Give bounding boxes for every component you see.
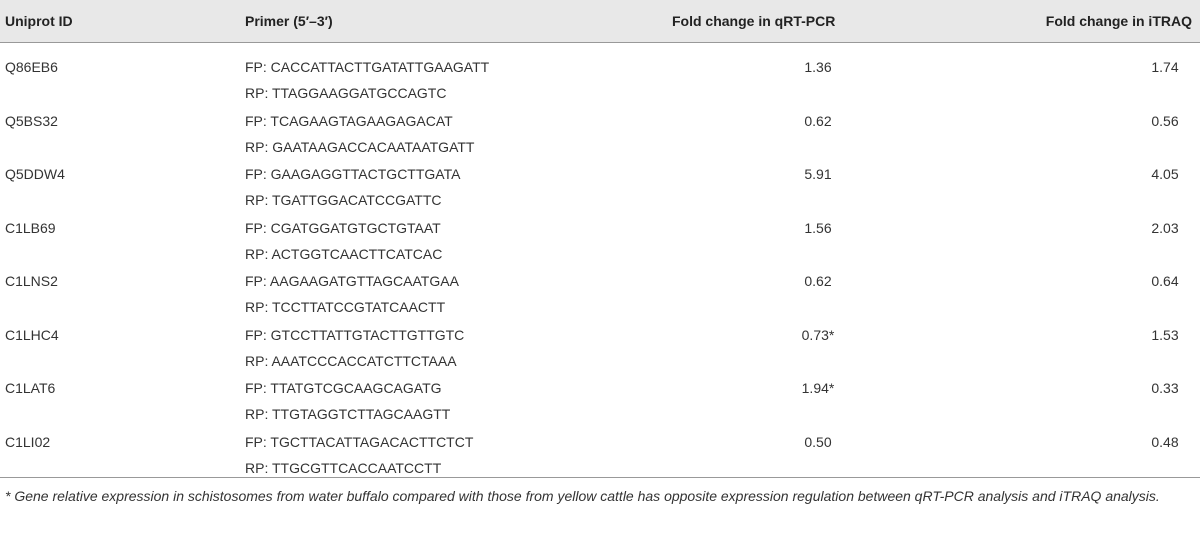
reverse-primer: RP: TGATTGGACATCCGATTC <box>245 192 442 208</box>
footnote: * Gene relative expression in schistosom… <box>5 488 1160 504</box>
forward-primer: FP: GTCCTTATTGTACTTGTTGTC <box>245 326 465 343</box>
reverse-primer: RP: TTGTAGGTCTTAGCAAGTT <box>245 406 451 422</box>
reverse-primer: RP: ACTGGTCAACTTCATCAC <box>245 245 443 262</box>
bottom-rule <box>0 477 1200 478</box>
itraq-fold: 2.03 <box>1151 219 1179 236</box>
uniprot-id: C1LB69 <box>5 219 56 236</box>
qrt-pcr-fold: 1.94* <box>801 380 835 396</box>
itraq-fold: 0.56 <box>1151 112 1179 129</box>
qrt-pcr-fold: 1.56 <box>804 219 832 236</box>
uniprot-id: Q5DDW4 <box>5 166 65 182</box>
qrt-pcr-fold: 0.62 <box>804 273 832 289</box>
forward-primer: FP: CACCATTACTTGATATTGAAGATT <box>245 59 490 75</box>
qrt-pcr-fold: 0.62 <box>804 112 832 129</box>
itraq-fold: 0.33 <box>1151 380 1179 396</box>
forward-primer: FP: CGATGGATGTGCTGTAAT <box>245 219 441 236</box>
itraq-fold: 1.53 <box>1151 326 1179 343</box>
forward-primer: FP: TTATGTCGCAAGCAGATG <box>245 380 442 396</box>
reverse-primer: RP: TCCTTATCCGTATCAACTT <box>245 299 446 315</box>
uniprot-id: Q86EB6 <box>5 59 58 75</box>
forward-primer: FP: GAAGAGGTTACTGCTTGATA <box>245 166 461 182</box>
header-cell: Uniprot ID <box>5 13 73 29</box>
qrt-pcr-fold: 0.73* <box>801 326 835 343</box>
itraq-fold: 1.74 <box>1151 59 1179 75</box>
uniprot-id: C1LNS2 <box>5 273 58 289</box>
itraq-fold: 4.05 <box>1151 166 1179 182</box>
header-cell: Fold change in qRT-PCR <box>672 13 836 29</box>
header-background <box>0 0 1200 42</box>
header-rule <box>0 42 1200 43</box>
uniprot-id: Q5BS32 <box>5 112 58 129</box>
reverse-primer: RP: AAATCCCACCATCTTCTAAA <box>245 352 457 369</box>
header-cell: Primer (5′–3′) <box>245 13 333 29</box>
forward-primer: FP: TGCTTACATTAGACACTTCTCT <box>245 433 474 450</box>
reverse-primer: RP: TTGCGTTCACCAATCCTT <box>245 459 442 476</box>
reverse-primer: RP: TTAGGAAGGATGCCAGTC <box>245 85 447 101</box>
uniprot-id: C1LHC4 <box>5 326 59 343</box>
uniprot-id: C1LAT6 <box>5 380 56 396</box>
header-cell: Fold change in iTRAQ <box>1045 13 1192 29</box>
uniprot-id: C1LI02 <box>5 433 51 450</box>
qrt-pcr-fold: 1.36 <box>804 59 832 75</box>
itraq-fold: 0.48 <box>1151 433 1179 450</box>
qrt-pcr-fold: 5.91 <box>804 166 832 182</box>
qrt-pcr-fold: 0.50 <box>804 433 832 450</box>
forward-primer: FP: TCAGAAGTAGAAGAGACAT <box>245 112 453 129</box>
reverse-primer: RP: GAATAAGACCACAATAATGATT <box>245 138 475 155</box>
itraq-fold: 0.64 <box>1151 273 1179 289</box>
forward-primer: FP: AAGAAGATGTTAGCAATGAA <box>245 273 459 289</box>
